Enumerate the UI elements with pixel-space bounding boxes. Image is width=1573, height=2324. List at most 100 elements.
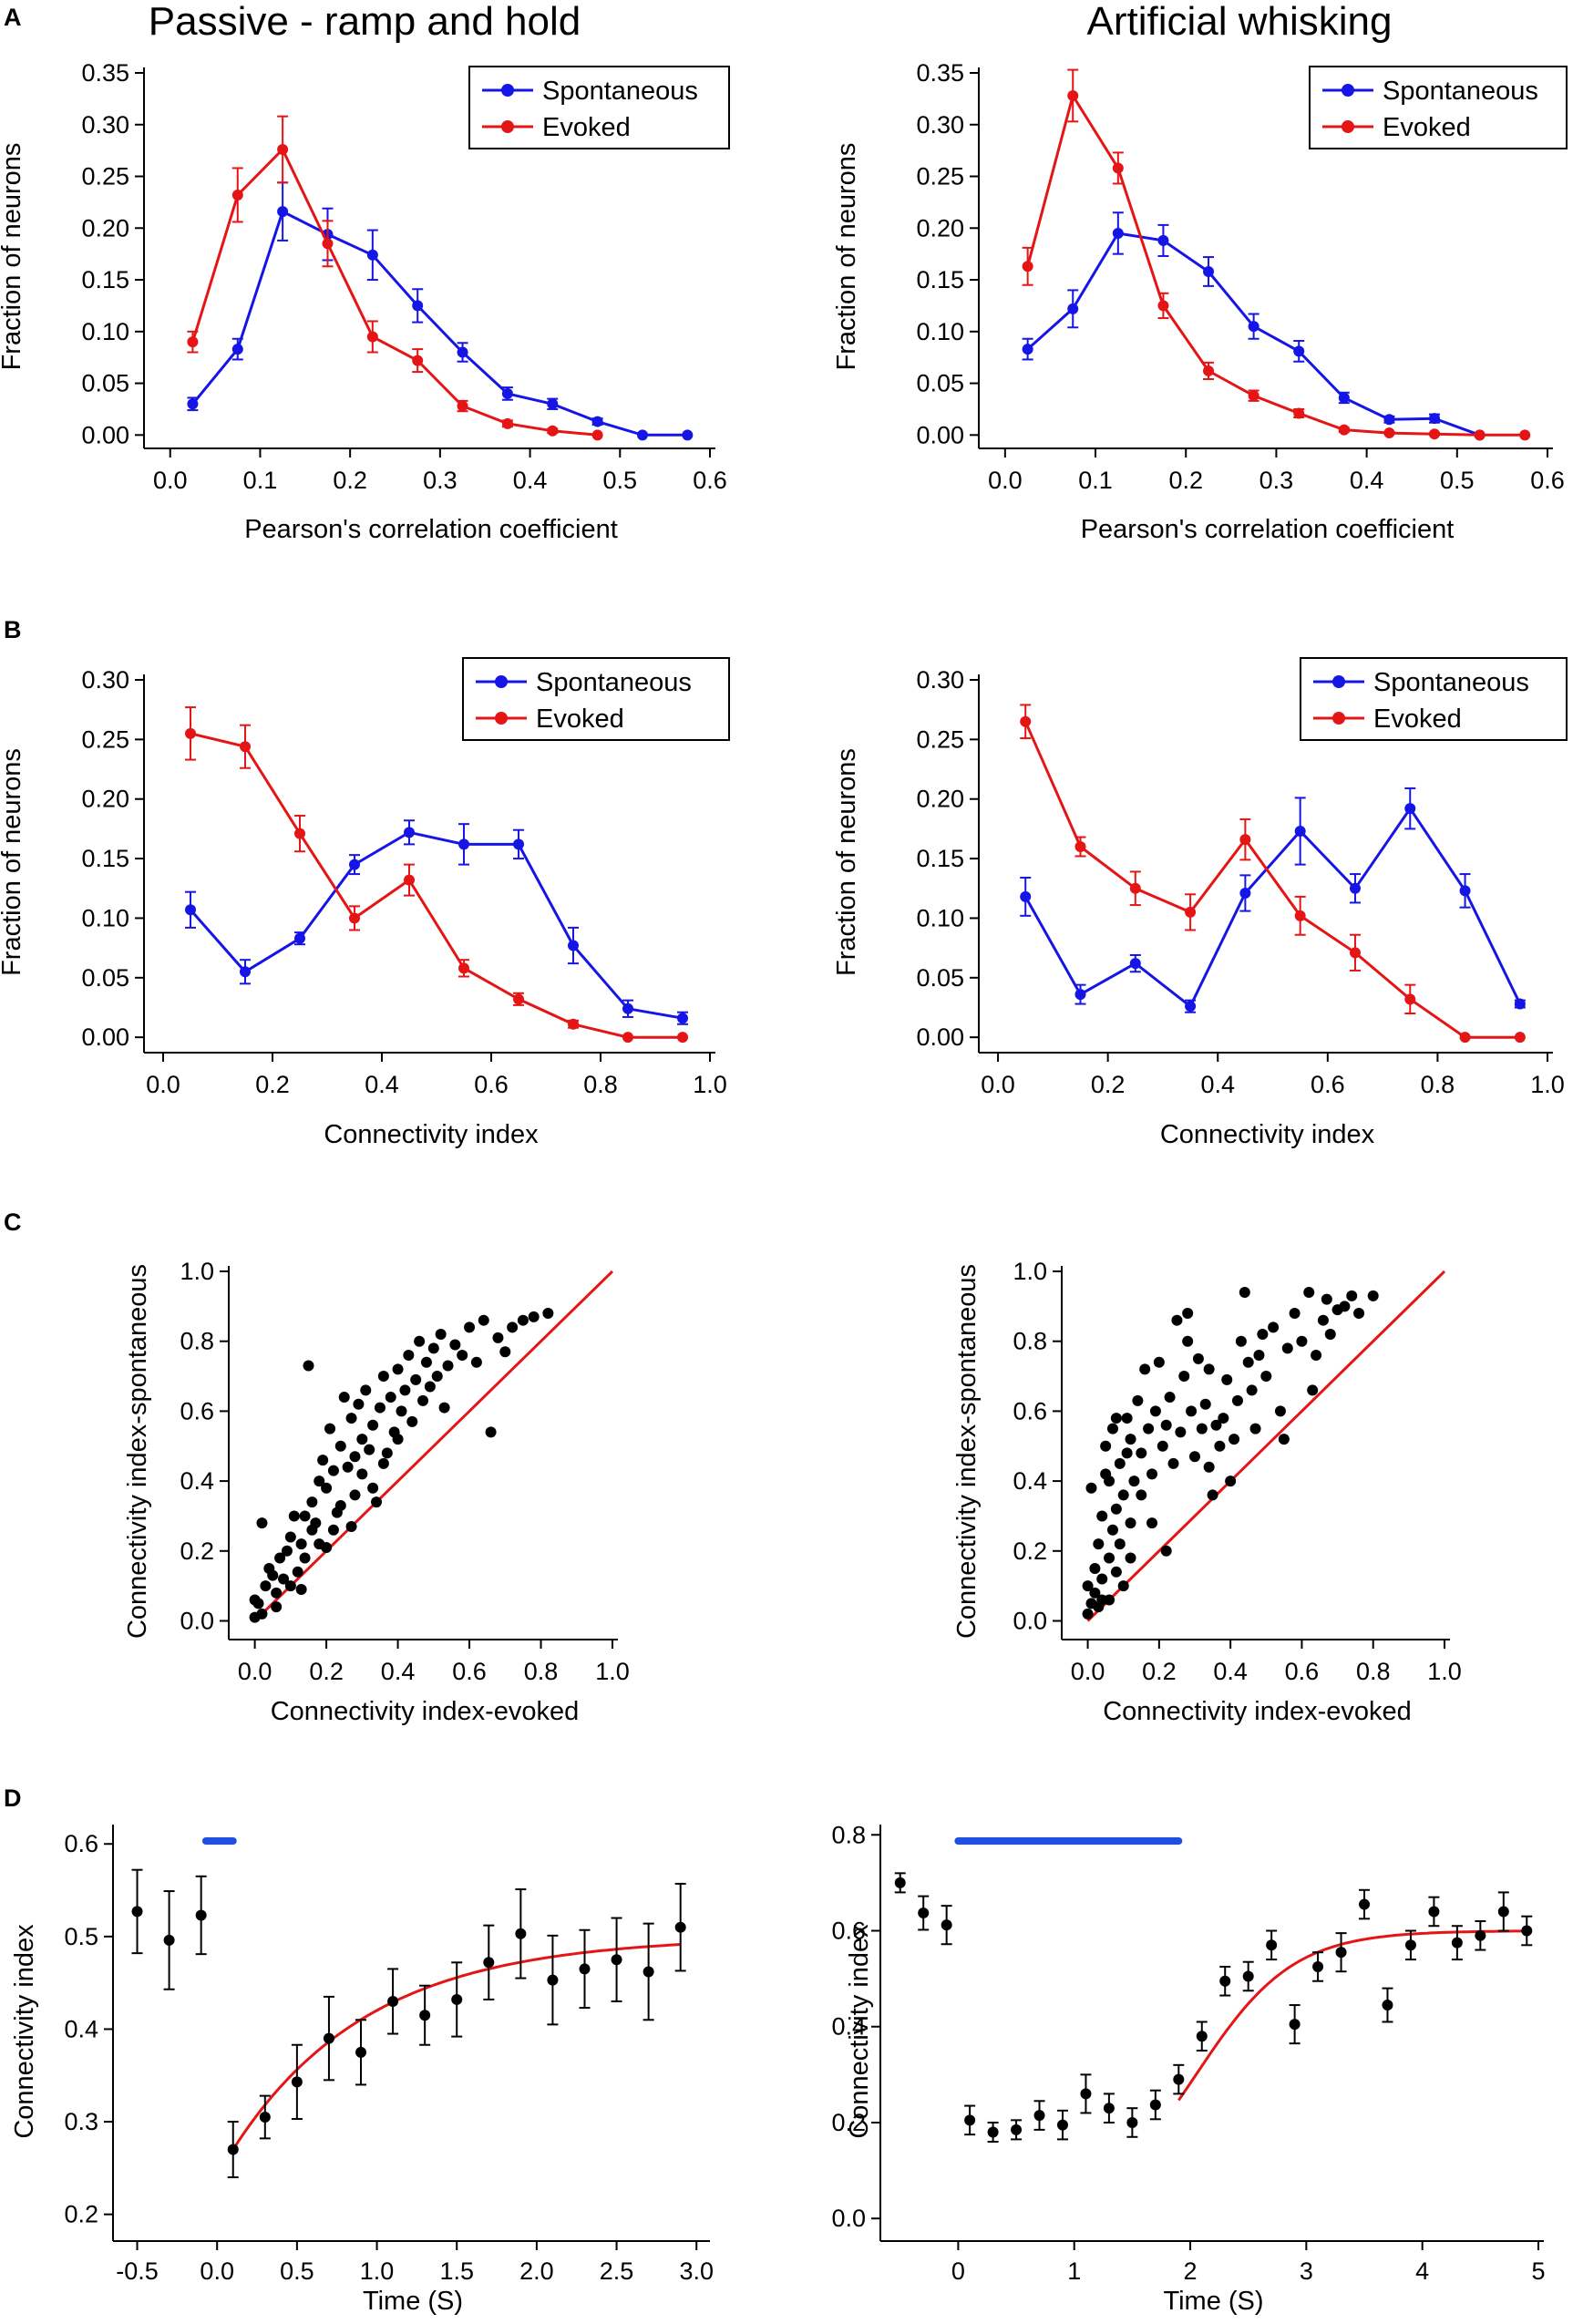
scatter-point bbox=[292, 1566, 303, 1578]
data-point bbox=[579, 1963, 591, 1975]
scatter-point bbox=[1110, 1413, 1122, 1424]
chart-a-right: 0.0 0.1 0.2 0.3 0.4 0.5 0.6 0.00 0.05 0.10 0.15 0.2… bbox=[832, 59, 1568, 544]
x-tick-label: -0.5 bbox=[116, 2257, 159, 2285]
scatter-point bbox=[396, 1405, 407, 1417]
scatter-point bbox=[303, 1360, 314, 1372]
data-point-evoked bbox=[366, 331, 378, 343]
scatter-point bbox=[1085, 1482, 1097, 1494]
y-tick-label: 0.05 bbox=[916, 964, 964, 992]
data-point-spontaneous bbox=[1067, 303, 1079, 314]
legend-label: Evoked bbox=[1383, 113, 1471, 142]
data-point-spontaneous bbox=[622, 1003, 633, 1014]
data-point bbox=[1219, 1975, 1231, 1987]
scatter-point bbox=[367, 1482, 379, 1494]
scatter-point bbox=[1225, 1476, 1237, 1487]
data-point-evoked bbox=[1020, 715, 1032, 727]
data-point-spontaneous bbox=[547, 398, 559, 410]
scatter-point bbox=[1242, 1356, 1254, 1368]
panel-letter-a: A bbox=[4, 4, 22, 31]
data-point bbox=[131, 1906, 143, 1918]
data-point-evoked bbox=[1129, 882, 1141, 894]
data-point bbox=[987, 2126, 999, 2138]
y-tick-label: 0.00 bbox=[81, 1023, 129, 1051]
data-point bbox=[227, 2144, 239, 2155]
y-tick-label: 0.10 bbox=[916, 904, 964, 931]
scatter-point bbox=[299, 1510, 311, 1522]
scatter-point bbox=[284, 1531, 296, 1543]
x-tick-label: 2.0 bbox=[519, 2257, 554, 2285]
y-axis-title: Connectivity index-spontaneous bbox=[123, 1264, 152, 1639]
data-point bbox=[1521, 1925, 1533, 1937]
data-point bbox=[515, 1928, 527, 1939]
scatter-point bbox=[542, 1308, 554, 1320]
scatter-point bbox=[403, 1350, 415, 1362]
x-axis-title: Time (S) bbox=[1163, 2287, 1263, 2316]
scatter-point bbox=[1311, 1350, 1322, 1362]
scatter-point bbox=[457, 1350, 468, 1362]
chart-c-left: 0.0 0.2 0.4 0.6 0.8 1.0 0.0 0.2 0.4 0.6 0.8 1.0 Conn… bbox=[123, 1258, 630, 1726]
data-point bbox=[1428, 1906, 1440, 1918]
data-point bbox=[674, 1921, 686, 1933]
scatter-point bbox=[1167, 1457, 1179, 1469]
data-point-spontaneous bbox=[1404, 803, 1416, 815]
y-axis-title: Fraction of neurons bbox=[832, 748, 861, 976]
scatter-point bbox=[1196, 1423, 1208, 1435]
y-axis-title: Connectivity index bbox=[10, 1924, 39, 2139]
y-tick-label: 1.0 bbox=[180, 1258, 214, 1285]
series-line-evoked bbox=[190, 732, 683, 1039]
data-point-evoked bbox=[294, 828, 305, 839]
legend-label: Evoked bbox=[1373, 704, 1462, 734]
data-point-evoked bbox=[622, 1032, 633, 1044]
scatter-point bbox=[1346, 1290, 1358, 1301]
data-point bbox=[419, 2010, 431, 2021]
scatter-point bbox=[249, 1594, 261, 1606]
x-tick-label: 0.5 bbox=[603, 467, 638, 494]
data-point-evoked bbox=[568, 1018, 579, 1030]
data-point bbox=[964, 2114, 976, 2126]
x-tick-label: 1.0 bbox=[1530, 1071, 1565, 1098]
legend-marker bbox=[1332, 675, 1345, 688]
x-axis-title: Connectivity index bbox=[324, 1120, 539, 1149]
scatter-point bbox=[1160, 1545, 1172, 1557]
y-axis-title: Connectivity index bbox=[845, 1924, 874, 2139]
x-tick-label: 0.6 bbox=[693, 467, 727, 494]
scatter-point bbox=[1146, 1517, 1158, 1529]
scatter-point bbox=[267, 1569, 279, 1581]
scatter-point bbox=[1367, 1290, 1379, 1301]
data-point-evoked bbox=[1239, 834, 1251, 846]
scatter-point bbox=[1257, 1329, 1269, 1341]
x-tick-label: 0.6 bbox=[1311, 1071, 1345, 1098]
scatter-point bbox=[1146, 1468, 1158, 1480]
data-point-spontaneous bbox=[677, 1013, 688, 1024]
scatter-point bbox=[485, 1426, 497, 1438]
scatter-point bbox=[392, 1434, 404, 1445]
chart-c-right: 0.0 0.2 0.4 0.6 0.8 1.0 0.0 0.2 0.4 0.6 0.8 1.0 Conn… bbox=[952, 1258, 1462, 1726]
x-tick-label: 0.5 bbox=[280, 2257, 314, 2285]
x-tick-label: 0.4 bbox=[1213, 1658, 1248, 1685]
x-tick-label: 0.2 bbox=[333, 467, 367, 494]
y-tick-label: 0.2 bbox=[180, 1537, 214, 1565]
scatter-point bbox=[271, 1601, 283, 1613]
x-tick-label: 0.4 bbox=[381, 1658, 416, 1685]
identity-line bbox=[253, 1270, 614, 1622]
scatter-point bbox=[1175, 1426, 1187, 1438]
x-tick-label: 0.4 bbox=[365, 1071, 399, 1098]
series-line-spontaneous bbox=[191, 209, 688, 437]
y-tick-label: 0.25 bbox=[81, 163, 129, 190]
data-point bbox=[323, 2032, 334, 2044]
panel-letter-d: D bbox=[4, 1784, 22, 1812]
scatter-point bbox=[517, 1314, 529, 1326]
y-tick-label: 0.0 bbox=[1013, 1607, 1047, 1634]
x-axis-title: Connectivity index bbox=[1160, 1120, 1375, 1149]
scatter-point bbox=[1186, 1405, 1198, 1417]
scatter-point bbox=[1128, 1476, 1140, 1487]
scatter-point bbox=[1121, 1447, 1133, 1459]
scatter-point bbox=[1289, 1308, 1301, 1320]
y-tick-label: 0.0 bbox=[180, 1607, 214, 1634]
legend-label: Spontaneous bbox=[536, 668, 692, 697]
data-point-spontaneous bbox=[1514, 998, 1526, 1010]
scatter-point bbox=[399, 1384, 411, 1396]
scatter-point bbox=[1178, 1371, 1190, 1383]
scatter-point bbox=[1132, 1394, 1144, 1406]
data-point-spontaneous bbox=[458, 838, 469, 850]
